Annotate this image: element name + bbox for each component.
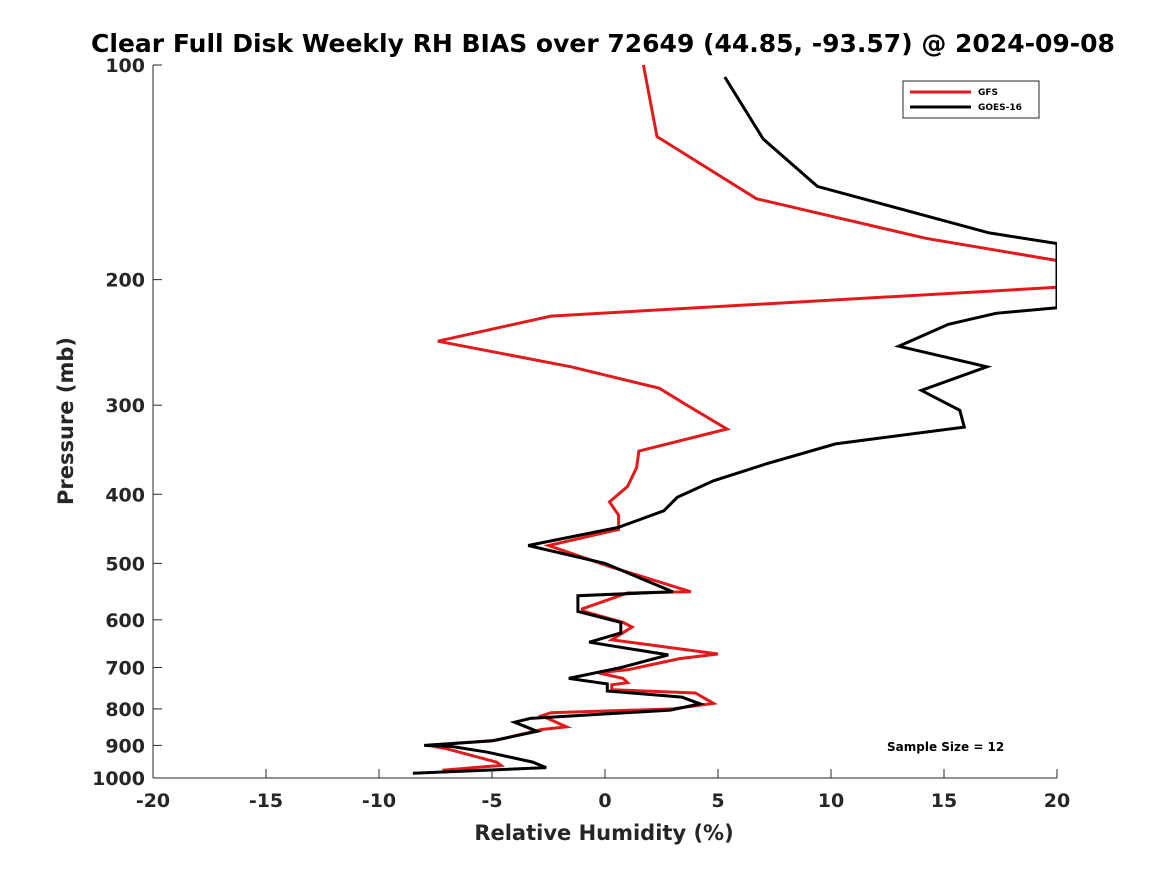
x-axis-label: Relative Humidity (%) — [474, 821, 733, 845]
legend-label-gfs: GFS — [978, 88, 998, 98]
legend-box — [902, 80, 1040, 119]
x-tick-label: -15 — [249, 790, 283, 812]
x-tick-label: 20 — [1044, 790, 1070, 812]
chart-title: Clear Full Disk Weekly RH BIAS over 7264… — [91, 29, 1115, 58]
y-tick-label: 1000 — [92, 768, 145, 790]
y-ticks: 100 200 300 400 500 600 700 800 900 1000 — [92, 55, 162, 790]
x-tick-label: 15 — [931, 790, 957, 812]
x-tick-label: -10 — [362, 790, 396, 812]
x-tick-label: 0 — [598, 790, 611, 812]
x-tick-label: 10 — [818, 790, 844, 812]
x-tick-label: -20 — [136, 790, 170, 812]
y-tick-label: 800 — [105, 699, 145, 721]
x-tick-label: 5 — [711, 790, 724, 812]
y-tick-label: 600 — [105, 610, 145, 632]
y-tick-label: 900 — [105, 735, 145, 757]
y-tick-label: 200 — [105, 270, 145, 292]
legend-label-goes16: GOES-16 — [978, 103, 1022, 113]
y-tick-label: 300 — [105, 395, 145, 417]
sample-size-annotation: Sample Size = 12 — [887, 740, 1004, 754]
series-line-goes16 — [412, 76, 1057, 775]
y-axis-label: Pressure (mb) — [54, 337, 78, 505]
y-tick-label: 100 — [105, 55, 145, 77]
legend: GFS GOES-16 — [902, 80, 1040, 119]
x-ticks: -20 -15 -10 -5 0 5 10 15 20 — [136, 769, 1070, 812]
series-layer — [412, 64, 1057, 775]
x-tick-label: -5 — [481, 790, 502, 812]
y-tick-label: 700 — [105, 658, 145, 680]
y-tick-label: 400 — [105, 484, 145, 506]
plot-area — [153, 65, 1057, 778]
y-tick-label: 500 — [105, 553, 145, 575]
